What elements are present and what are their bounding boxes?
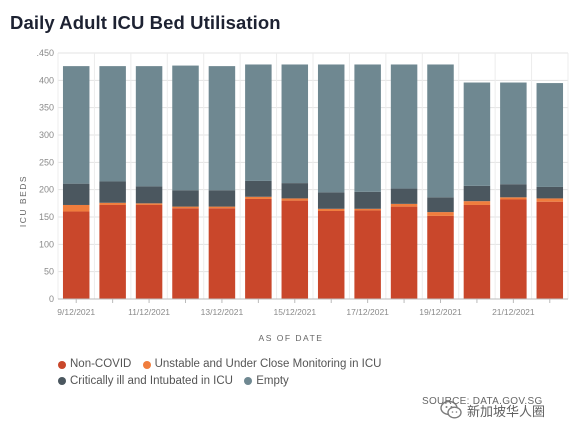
bar-segment-non-covid (281, 200, 309, 299)
y-tick-label: 350 (39, 103, 54, 113)
bar-segment-empty (62, 66, 90, 184)
x-tick-label: 9/12/2021 (57, 307, 95, 317)
legend-swatch (58, 360, 66, 369)
bar-segment-empty (317, 64, 345, 193)
bar-segment-empty (390, 64, 418, 189)
bar-segment-non-covid (317, 210, 345, 299)
bar-segment-critically-ill (427, 197, 454, 213)
bar-segment-empty (99, 66, 126, 182)
bar-segment-empty (245, 64, 272, 181)
legend-swatch (244, 377, 253, 385)
legend-swatch (142, 360, 151, 369)
bar-segment-critically-ill (208, 190, 236, 207)
chart-title: Daily Adult ICU Bed Utilisation (10, 12, 281, 33)
y-tick-label: 200 (39, 185, 54, 195)
bar-segment-critically-ill (245, 180, 272, 197)
legend-item-unstable[interactable]: Unstable and Under Close Monitoring in I… (142, 357, 382, 372)
y-tick-label: 400 (39, 75, 54, 85)
bar-segment-empty (135, 66, 163, 187)
bar-segment-unstable (463, 201, 491, 205)
bar-segment-critically-ill (135, 186, 163, 204)
bar-segment-unstable (536, 198, 564, 202)
bar-segment-empty (172, 65, 199, 191)
bar-segment-unstable (317, 208, 345, 211)
bar-segment-unstable (281, 198, 309, 201)
y-tick-label: 150 (39, 212, 54, 222)
x-tick-label: 15/12/2021 (274, 307, 317, 317)
y-tick-label: 250 (39, 157, 54, 167)
legend-item-critically-ill[interactable]: Critically ill and Intubated in ICU (58, 374, 233, 389)
bar-segment-non-covid (245, 198, 272, 299)
y-tick-label: .450 (36, 48, 54, 58)
chart-legend: Non-COVID Unstable and Under Close Monit… (58, 357, 568, 390)
legend-swatch (58, 377, 66, 385)
bar-segment-critically-ill (172, 190, 199, 207)
y-tick-label: 0 (49, 294, 54, 304)
watermark-text: 新加坡华人圈 (467, 403, 546, 419)
y-axis-label: ICU BEDS (18, 175, 28, 227)
x-tick-label: 21/12/2021 (492, 307, 535, 317)
x-tick-label: 19/12/2021 (419, 307, 462, 317)
x-axis-label: AS OF DATE (259, 333, 324, 343)
bar-segment-non-covid (354, 210, 381, 299)
bar-segment-non-covid (172, 208, 199, 299)
bar-segment-non-covid (463, 204, 491, 299)
bar-segment-non-covid (99, 204, 126, 299)
bar-segment-critically-ill (281, 183, 309, 199)
bar-segment-empty (463, 82, 491, 186)
wechat-icon (440, 400, 462, 419)
y-tick-label: 300 (39, 130, 54, 140)
y-tick-label: 100 (39, 239, 54, 249)
bar-segment-unstable (172, 206, 199, 209)
bar-segment-unstable (208, 206, 236, 209)
legend-item-non-covid[interactable]: Non-COVID (58, 357, 131, 372)
bar-segment-critically-ill (354, 191, 381, 209)
bar-segment-critically-ill (500, 184, 527, 198)
bar-segment-unstable (390, 203, 418, 207)
x-tick-label: 17/12/2021 (346, 307, 389, 317)
legend-label: Unstable and Under Close Monitoring in I… (154, 358, 382, 370)
bar-segment-empty (500, 82, 527, 185)
legend-label: Critically ill and Intubated in ICU (70, 374, 233, 387)
bar-segment-unstable (500, 197, 527, 200)
bar-segment-non-covid (500, 199, 527, 299)
bar-segment-empty (281, 64, 309, 184)
bar-segment-unstable (354, 208, 381, 211)
bar-segment-unstable (135, 203, 163, 205)
bar-segment-critically-ill (62, 183, 90, 205)
source-note: SOURCE: DATA.GOV.SG (422, 396, 543, 407)
bar-segment-unstable (99, 202, 126, 205)
bar-segment-unstable (427, 212, 454, 216)
bar-segment-unstable (245, 196, 272, 199)
bar-segment-non-covid (390, 206, 418, 299)
bar-segment-empty (536, 83, 564, 187)
bar-segment-non-covid (427, 215, 454, 299)
wechat-watermark: 新加坡华人圈 (440, 400, 545, 420)
bar-segment-non-covid (536, 201, 564, 299)
bar-segment-critically-ill (536, 186, 564, 199)
bar-segment-critically-ill (390, 188, 418, 204)
legend-label: Non-COVID (70, 358, 132, 370)
x-tick-label: 11/12/2021 (128, 307, 170, 317)
bar-segment-empty (427, 64, 454, 198)
bar-segment-empty (354, 64, 381, 192)
bar-segment-non-covid (62, 211, 90, 299)
legend-item-empty[interactable]: Empty (244, 374, 289, 389)
y-tick-label: 50 (44, 267, 54, 277)
bar-segment-critically-ill (463, 185, 491, 202)
x-tick-label: 13/12/2021 (201, 307, 244, 317)
bar-segment-empty (208, 66, 236, 191)
bar-segment-critically-ill (99, 181, 126, 203)
bar-segment-non-covid (135, 204, 163, 299)
bar-segment-non-covid (208, 208, 236, 299)
bar-segment-unstable (62, 204, 90, 212)
stacked-bar-chart: 0 50 100 150 200 250 300 350 400 .450 9/12/2021 11/… (18, 48, 569, 343)
legend-label: Empty (256, 374, 289, 387)
bar-segment-critically-ill (317, 192, 345, 209)
